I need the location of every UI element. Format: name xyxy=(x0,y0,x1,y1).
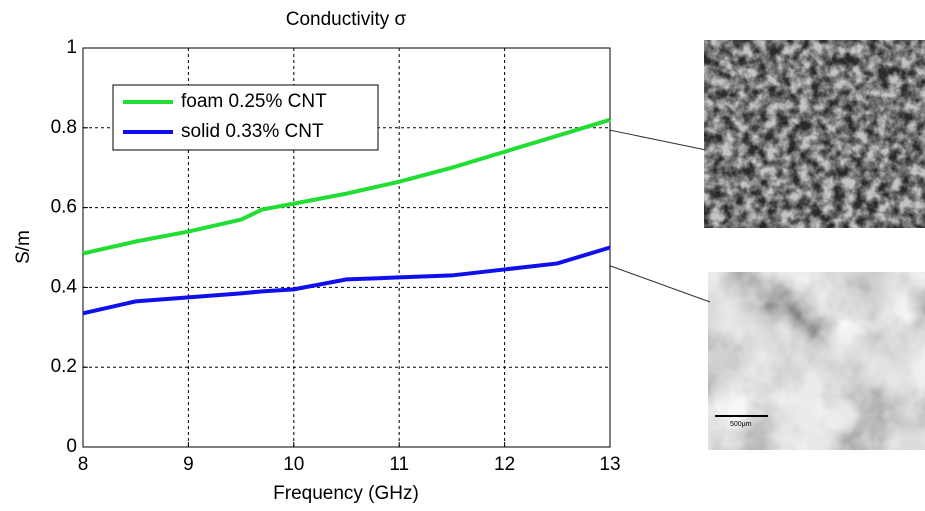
solid-image: 500μm xyxy=(708,272,925,450)
foam-image xyxy=(704,40,925,228)
chart-title: Conductivity σ xyxy=(286,9,407,30)
series-line xyxy=(82,245,611,316)
y-tick-label: 0.8 xyxy=(51,117,77,138)
x-axis-label: Frequency (GHz) xyxy=(273,483,419,504)
y-tick-label: 0.4 xyxy=(51,276,78,297)
series-line xyxy=(82,117,611,256)
y-tick-label: 0 xyxy=(66,436,77,457)
y-axis-label: S/m xyxy=(13,230,34,264)
y-tick-label: 1 xyxy=(66,37,77,58)
x-tick-label: 11 xyxy=(389,454,409,475)
x-tick-label: 9 xyxy=(183,454,194,475)
x-tick-label: 10 xyxy=(283,454,304,475)
legend-box xyxy=(112,84,379,151)
scale-label: 500μm xyxy=(730,421,752,428)
legend-label: foam 0.25% CNT xyxy=(181,91,327,112)
legend-label: solid 0.33% CNT xyxy=(181,121,324,142)
x-tick-label: 12 xyxy=(494,454,515,475)
y-tick-label: 0.2 xyxy=(51,356,77,377)
y-tick-label: 0.6 xyxy=(51,197,77,218)
x-tick-label: 13 xyxy=(599,454,620,475)
x-tick-label: 8 xyxy=(78,454,89,475)
legend: foam 0.25% CNT solid 0.33% CNT xyxy=(112,84,379,151)
